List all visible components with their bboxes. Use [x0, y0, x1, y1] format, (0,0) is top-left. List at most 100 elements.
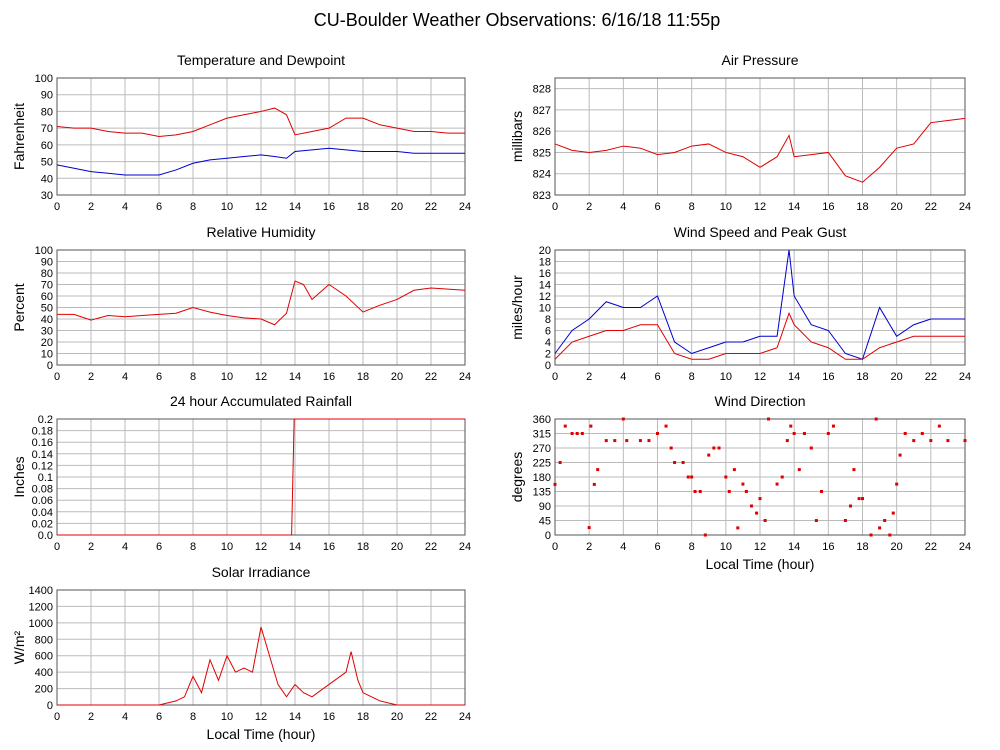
x-tick-label: 2 — [88, 711, 94, 723]
data-point — [698, 490, 702, 493]
data-point — [775, 482, 779, 486]
page-title: CU-Boulder Weather Observations: 6/16/18… — [314, 10, 721, 30]
y-axis-label: Fahrenheit — [11, 103, 27, 170]
x-tick-label: 2 — [88, 371, 94, 383]
y-tick-label: 90 — [539, 501, 551, 513]
data-line — [57, 418, 465, 536]
data-point — [613, 439, 617, 443]
y-tick-label: 2 — [545, 349, 551, 361]
data-point — [553, 482, 557, 486]
x-tick-label: 6 — [156, 541, 162, 553]
data-point — [621, 417, 625, 421]
y-tick-label: 0 — [545, 530, 551, 542]
y-tick-label: 360 — [533, 414, 551, 426]
plot-frame — [56, 249, 466, 366]
data-point — [946, 439, 950, 443]
x-tick-label: 18 — [357, 711, 369, 723]
data-point — [664, 424, 668, 428]
data-point — [809, 446, 813, 450]
x-tick-label: 0 — [54, 711, 60, 723]
x-tick-label: 14 — [289, 201, 301, 213]
x-tick-label: 16 — [323, 711, 335, 723]
subplot-title: Relative Humidity — [207, 224, 316, 240]
data-point — [625, 439, 629, 443]
data-point — [797, 468, 801, 472]
x-tick-label: 0 — [54, 371, 60, 383]
y-tick-label: 100 — [35, 245, 53, 257]
x-tick-label: 24 — [459, 711, 471, 723]
y-tick-label: 1400 — [29, 585, 53, 597]
x-tick-label: 24 — [959, 201, 971, 213]
y-tick-label: 14 — [539, 280, 551, 292]
x-axis-label: Local Time (hour) — [706, 556, 815, 572]
y-tick-label: 30 — [41, 326, 53, 338]
x-tick-label: 16 — [323, 371, 335, 383]
x-tick-label: 8 — [689, 371, 695, 383]
data-point — [903, 432, 907, 435]
plot-frame — [554, 249, 966, 366]
y-tick-label: 1200 — [29, 601, 53, 613]
y-tick-label: 10 — [41, 349, 53, 361]
data-point — [558, 461, 562, 464]
x-tick-label: 10 — [720, 201, 732, 213]
y-tick-label: 400 — [35, 667, 53, 679]
data-point — [647, 439, 651, 443]
data-point — [802, 432, 806, 435]
data-point — [638, 439, 642, 443]
y-tick-label: 0.14 — [32, 449, 53, 461]
x-tick-label: 10 — [720, 371, 732, 383]
data-point — [575, 432, 579, 435]
subplot-title: 24 hour Accumulated Rainfall — [170, 393, 352, 409]
y-tick-label: 0.16 — [32, 437, 53, 449]
x-tick-label: 20 — [891, 371, 903, 383]
x-tick-label: 12 — [255, 711, 267, 723]
data-point — [891, 511, 895, 515]
y-axis-label: Percent — [11, 283, 27, 331]
y-tick-label: 20 — [539, 245, 551, 257]
x-tick-label: 2 — [586, 371, 592, 383]
data-line — [57, 280, 466, 326]
y-tick-label: 0.02 — [32, 518, 53, 530]
x-tick-label: 10 — [221, 711, 233, 723]
data-point — [690, 475, 694, 479]
y-tick-label: 315 — [533, 429, 551, 441]
data-point — [843, 519, 847, 522]
y-tick-label: 1000 — [29, 618, 53, 630]
y-tick-label: 45 — [539, 516, 551, 528]
x-tick-label: 24 — [459, 371, 471, 383]
subplot-title: Wind Direction — [714, 393, 805, 409]
x-tick-label: 6 — [654, 541, 660, 553]
x-tick-label: 24 — [459, 201, 471, 213]
x-tick-label: 14 — [289, 371, 301, 383]
data-point — [874, 417, 878, 421]
y-tick-label: 225 — [533, 458, 551, 470]
x-tick-label: 20 — [391, 541, 403, 553]
data-point — [895, 482, 899, 486]
data-point — [920, 432, 924, 435]
x-tick-label: 6 — [156, 371, 162, 383]
x-tick-label: 12 — [754, 201, 766, 213]
data-point — [563, 424, 567, 428]
data-point — [732, 468, 736, 472]
data-point — [785, 439, 789, 443]
x-tick-label: 10 — [221, 201, 233, 213]
y-tick-label: 0.06 — [32, 495, 53, 507]
y-tick-label: 80 — [41, 268, 53, 280]
x-tick-label: 4 — [620, 541, 626, 553]
data-point — [792, 432, 796, 435]
x-tick-label: 18 — [357, 371, 369, 383]
y-tick-label: 826 — [533, 126, 551, 138]
data-line — [57, 626, 465, 706]
x-tick-label: 2 — [88, 201, 94, 213]
y-tick-label: 824 — [533, 169, 551, 181]
x-tick-label: 22 — [425, 711, 437, 723]
y-tick-label: 270 — [533, 443, 551, 455]
x-tick-label: 18 — [357, 201, 369, 213]
data-point — [814, 519, 818, 522]
x-tick-label: 16 — [822, 371, 834, 383]
y-tick-label: 0.12 — [32, 460, 53, 472]
data-point — [656, 432, 659, 435]
data-point — [878, 526, 882, 530]
y-tick-label: 90 — [41, 257, 53, 269]
y-axis-label: miles/hour — [509, 275, 525, 340]
